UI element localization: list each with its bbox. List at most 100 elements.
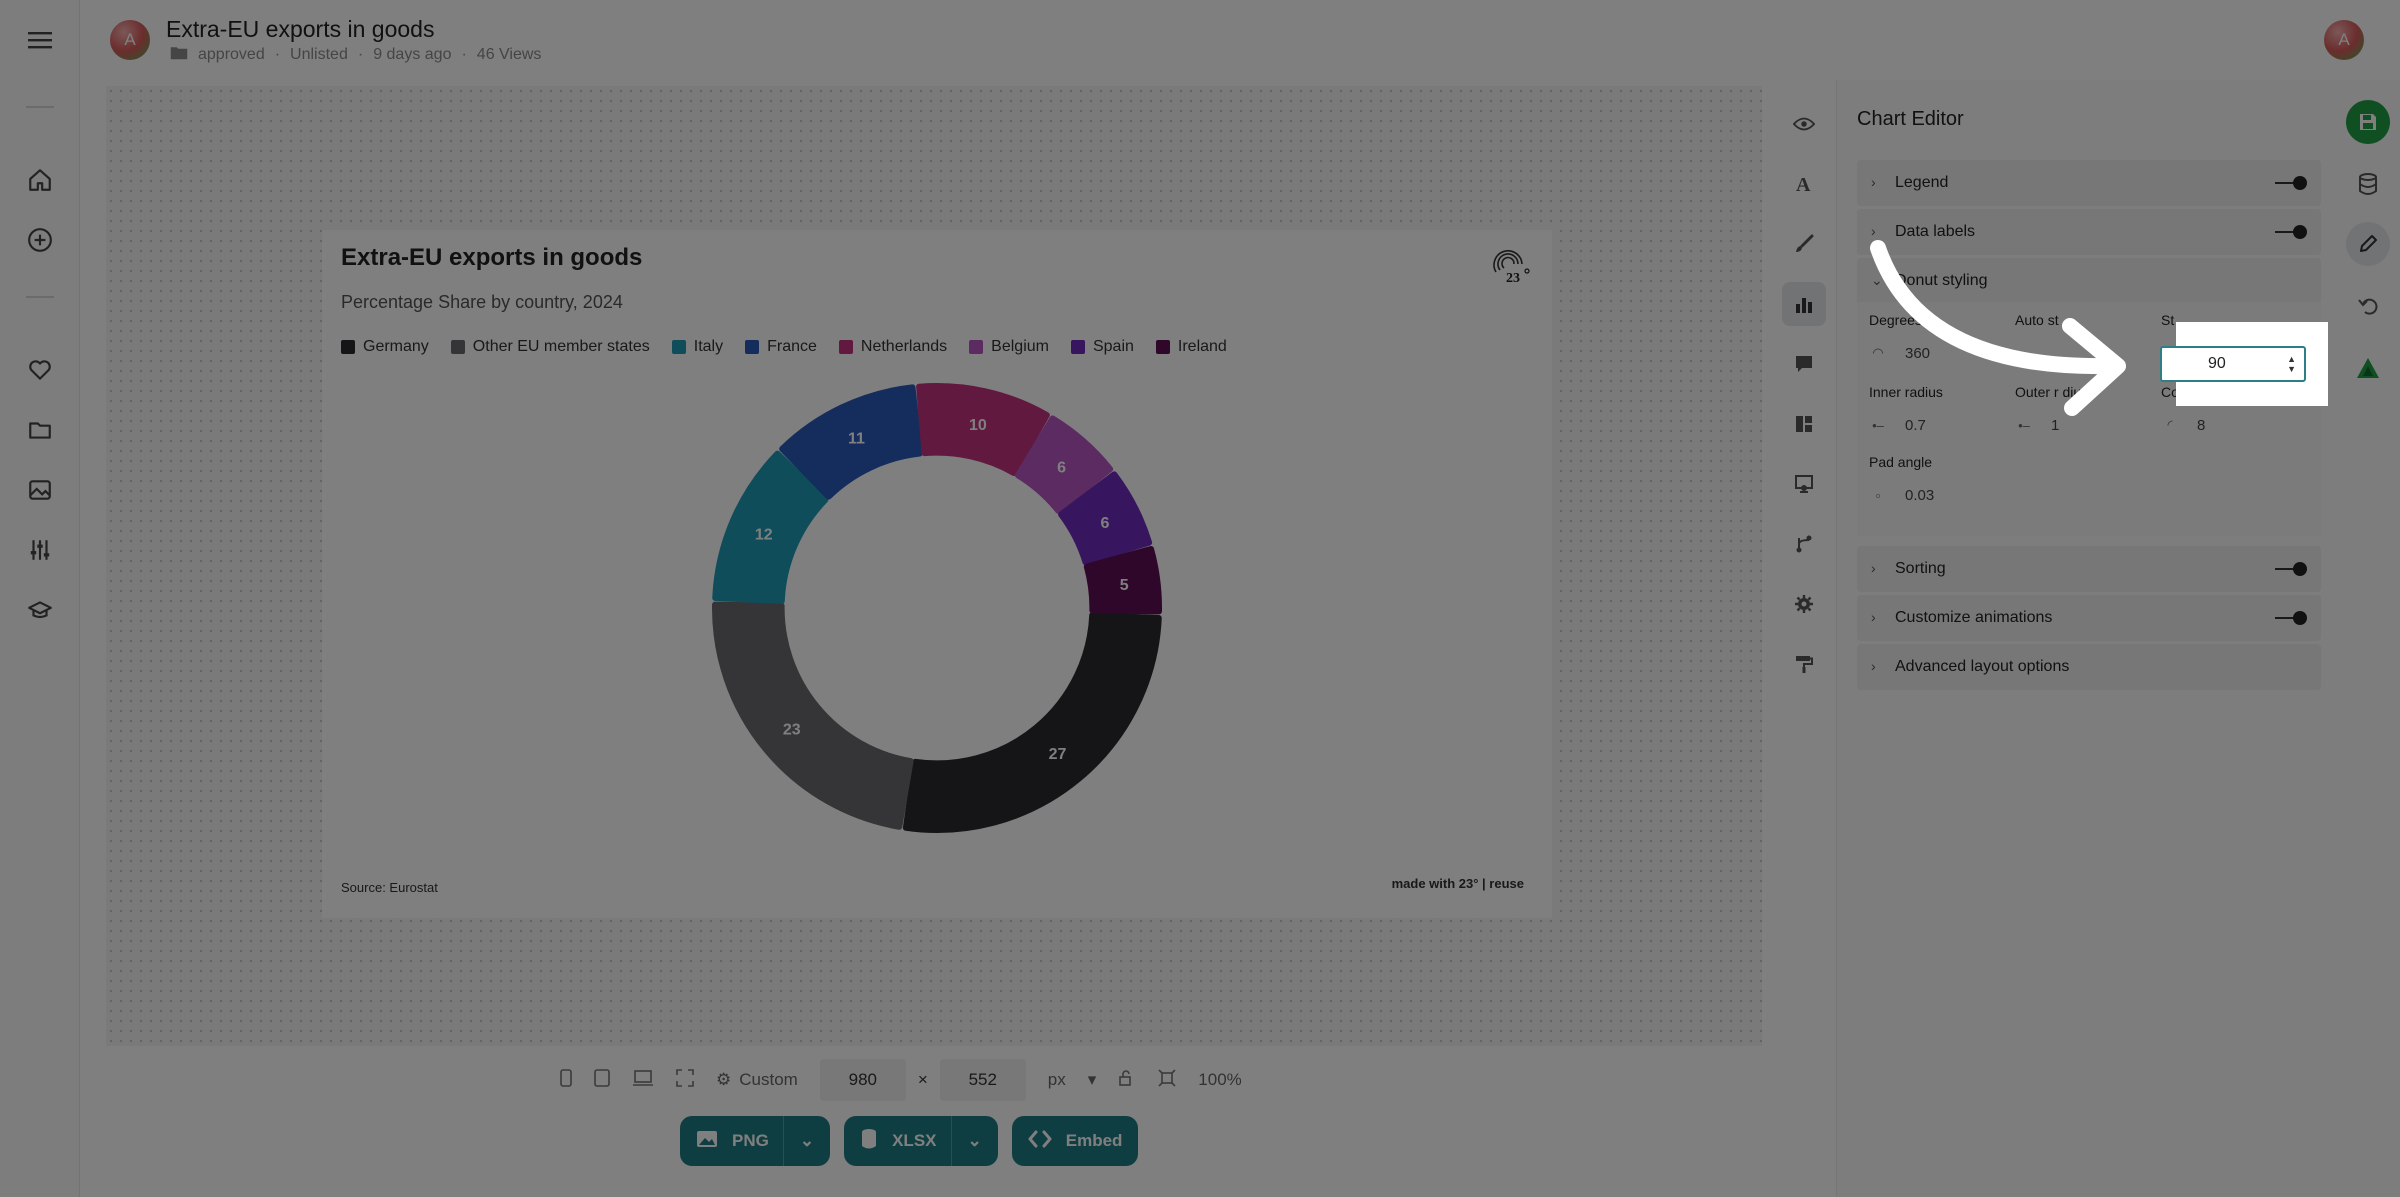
width-input[interactable]: 980 [819, 1059, 906, 1101]
preview-eye-icon[interactable] [1782, 102, 1826, 146]
zoom-level[interactable]: 100% [1198, 1070, 1242, 1089]
start-angle-label: St [2161, 312, 2175, 328]
corner-icon: ◜ [2167, 417, 2173, 432]
home-icon[interactable] [22, 162, 58, 198]
times-sign: × [917, 1070, 928, 1089]
export-xlsx-label: XLSX [892, 1131, 937, 1150]
divider [26, 106, 54, 108]
preset-selector[interactable]: ⚙ Custom [716, 1070, 798, 1090]
23-degrees-logo: 23 [1488, 244, 1532, 286]
image-icon[interactable] [22, 472, 58, 508]
donut-slice-other-eu-member-states[interactable] [712, 601, 914, 830]
section-legend[interactable]: › Legend [1857, 160, 2321, 206]
pad-icon: ▫ [1875, 487, 1881, 503]
paint-roller-icon[interactable] [1782, 642, 1826, 686]
brand-triangle-icon[interactable] [2346, 346, 2390, 390]
start-angle-input[interactable]: 90 ▲ ▼ [2160, 346, 2306, 382]
section-animations[interactable]: › Customize animations [1857, 595, 2321, 641]
edit-pencil-icon[interactable] [2346, 222, 2390, 266]
chart-source: Source: Eurostat [341, 880, 438, 895]
branch-icon[interactable] [1782, 522, 1826, 566]
data-labels-toggle[interactable] [2275, 225, 2307, 239]
embed-button[interactable]: Embed [1011, 1116, 1139, 1166]
chevron-right-icon: › [1871, 609, 1876, 625]
png-dropdown-chevron-icon[interactable]: ⌄ [782, 1116, 814, 1166]
meta-separator: · [274, 46, 281, 63]
chart-bars-icon[interactable] [1782, 282, 1826, 326]
sorting-toggle[interactable] [2275, 562, 2307, 576]
start-angle-value: 90 [2208, 355, 2226, 372]
svg-text:A: A [1796, 174, 1811, 194]
section-label: Legend [1895, 174, 1949, 191]
undo-icon[interactable] [2346, 284, 2390, 328]
save-button[interactable] [2346, 100, 2390, 144]
fit-icon[interactable] [1158, 1068, 1176, 1092]
section-sorting[interactable]: › Sorting [1857, 546, 2321, 592]
phone-icon[interactable] [560, 1068, 572, 1092]
editor-title: Chart Editor [1857, 108, 1964, 130]
folder-icon [170, 45, 188, 65]
tablet-icon[interactable] [594, 1068, 610, 1092]
page-title: Extra-EU exports in goods [166, 16, 435, 42]
section-label: Customize animations [1895, 609, 2053, 626]
preset-label: Custom [739, 1070, 798, 1089]
pad-angle-value: 0.03 [1905, 486, 1935, 504]
code-icon [1028, 1130, 1052, 1153]
donut-data-label: 5 [1120, 577, 1129, 594]
divider [26, 296, 54, 298]
laptop-icon[interactable] [632, 1069, 654, 1092]
export-png-label: PNG [732, 1131, 769, 1150]
comment-icon[interactable] [1782, 342, 1826, 386]
tutorial-arrow-icon [1870, 240, 2126, 416]
section-label: Sorting [1895, 560, 1946, 577]
meta-separator: · [357, 46, 364, 63]
height-input[interactable]: 552 [939, 1059, 1026, 1101]
donut-data-label: 6 [1101, 515, 1110, 532]
made-with-credit[interactable]: made with 23° | reuse [1391, 876, 1524, 891]
fullscreen-icon[interactable] [676, 1068, 694, 1092]
top-header: A Extra-EU exports in goods approved · U… [80, 0, 2400, 80]
visibility-status: Unlisted [290, 46, 348, 63]
document-meta: approved · Unlisted · 9 days ago · 46 Vi… [170, 45, 541, 65]
donut-data-label: 11 [848, 430, 865, 447]
typography-icon[interactable]: A [1782, 162, 1826, 206]
sliders-icon[interactable] [22, 532, 58, 568]
owner-avatar[interactable]: A [110, 20, 150, 60]
animations-toggle[interactable] [2275, 611, 2307, 625]
section-label: Advanced layout options [1895, 658, 2070, 675]
heart-icon[interactable] [22, 352, 58, 388]
chevron-right-icon: › [1871, 174, 1876, 190]
folder-icon[interactable] [22, 412, 58, 448]
xlsx-dropdown-chevron-icon[interactable]: ⌄ [950, 1116, 982, 1166]
lock-ratio-icon[interactable] [1118, 1069, 1136, 1092]
layout-grid-icon[interactable] [1782, 402, 1826, 446]
export-png-button[interactable]: PNG ⌄ [680, 1116, 831, 1166]
donut-data-label: 12 [755, 526, 773, 543]
folder-name[interactable]: approved [198, 46, 265, 63]
graduation-cap-icon[interactable] [22, 592, 58, 628]
export-xlsx-button[interactable]: XLSX ⌄ [844, 1116, 998, 1166]
svg-text:23: 23 [1506, 271, 1520, 284]
donut-data-label: 6 [1057, 459, 1066, 476]
unit-dropdown-chevron-icon[interactable]: ▾ [1087, 1070, 1097, 1089]
section-advanced-layout[interactable]: › Advanced layout options [1857, 644, 2321, 690]
corner-radius-value: 8 [2197, 416, 2206, 434]
stepper-arrows-icon[interactable]: ▲ ▼ [2287, 354, 2296, 374]
pad-angle-field[interactable]: ▫ 0.03 [1869, 480, 1935, 510]
donut-data-label: 27 [1049, 746, 1067, 763]
menu-icon[interactable] [22, 22, 58, 58]
views-count: 46 Views [476, 46, 542, 63]
legend-toggle[interactable] [2275, 176, 2307, 190]
donut-chart: 27 23 12 11 10 6 6 5 [712, 383, 1162, 833]
gear-icon: ⚙ [716, 1070, 732, 1089]
user-avatar[interactable]: A [2324, 20, 2364, 60]
donut-slice-germany[interactable] [902, 611, 1162, 833]
image-frame-icon[interactable] [1782, 462, 1826, 506]
database-icon[interactable] [2346, 162, 2390, 206]
export-bar: PNG ⌄ XLSX ⌄ Embed [680, 1116, 1139, 1166]
settings-gear-icon[interactable] [1782, 582, 1826, 626]
left-sidebar [0, 0, 80, 1197]
paint-brush-icon[interactable] [1782, 222, 1826, 266]
add-icon[interactable] [22, 222, 58, 258]
corner-radius-field[interactable]: ◜ 8 [2161, 410, 2205, 440]
